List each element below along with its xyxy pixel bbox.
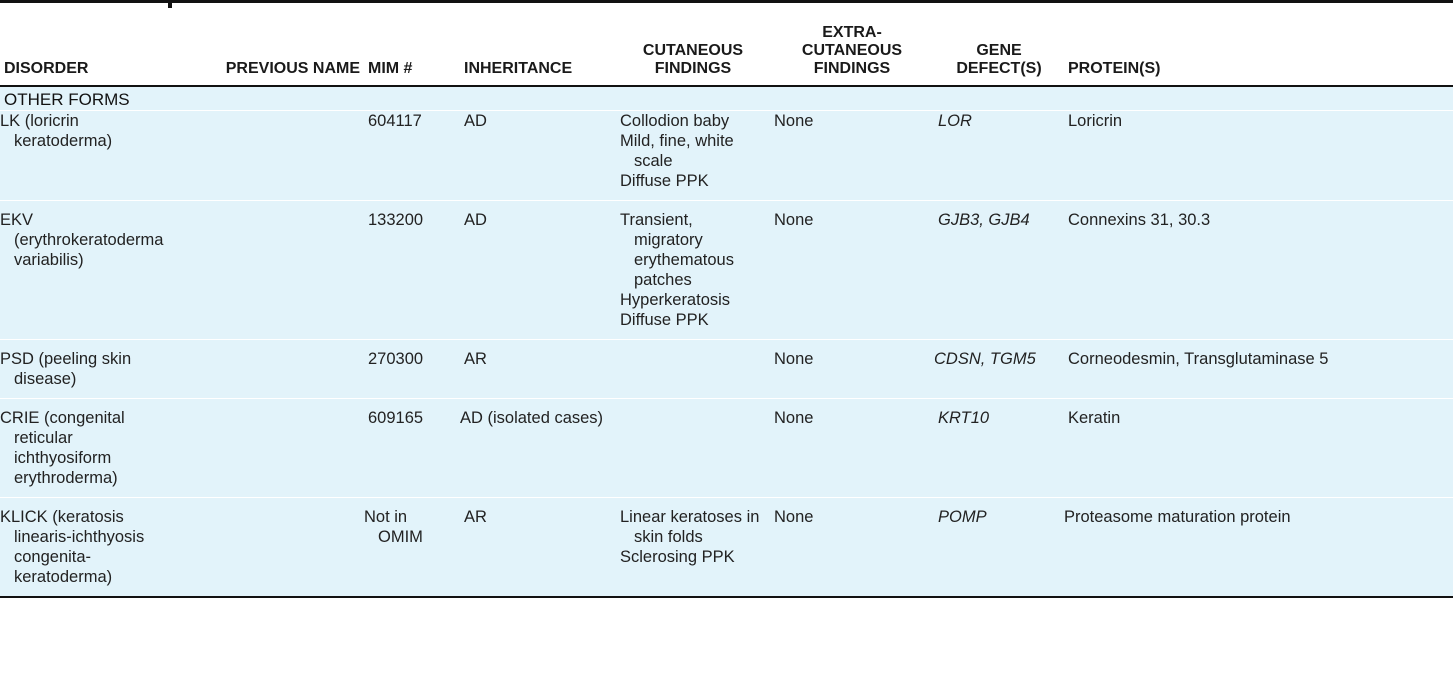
- header-proteins: PROTEIN(S): [1064, 8, 1453, 86]
- group-label: OTHER FORMS: [4, 90, 130, 109]
- cell-extra-cutaneous: None: [774, 211, 814, 229]
- cell-extra-cutaneous: None: [774, 409, 814, 427]
- cell-disorder: EKV (erythrokeratoderma variabilis): [0, 211, 164, 269]
- header-row: DISORDER PREVIOUS NAME MIM # INHERITANCE…: [0, 8, 1453, 86]
- cell-inheritance: AR: [464, 508, 487, 526]
- cell-gene: CDSN, TGM5: [934, 350, 1036, 368]
- cell-inheritance: AD: [464, 112, 487, 130]
- top-rule-right: [172, 0, 1453, 3]
- header-cutaneous-findings: CUTANEOUS FINDINGS: [616, 8, 770, 86]
- cell-extra-cutaneous: None: [774, 350, 814, 368]
- group-row: OTHER FORMS: [0, 86, 1453, 111]
- cell-cutaneous: Collodion baby Mild, fine, white scale D…: [616, 111, 770, 201]
- header-mim: MIM #: [364, 8, 460, 86]
- header-disorder: DISORDER: [0, 8, 170, 86]
- cell-gene: LOR: [938, 112, 972, 130]
- cell-previous-name: [170, 340, 364, 399]
- cell-extra-cutaneous: None: [774, 508, 814, 526]
- table-row: KLICK (keratosis linearis-ichthyosis con…: [0, 497, 1453, 598]
- cell-previous-name: [170, 399, 364, 498]
- cell-mim: 133200: [368, 211, 424, 229]
- cell-previous-name: [170, 498, 364, 598]
- cell-mim: 270300: [368, 350, 424, 368]
- cell-cutaneous: [616, 399, 770, 498]
- cutaneous-finding: Hyperkeratosis: [620, 291, 731, 309]
- cell-protein: Connexins 31, 30.3: [1068, 211, 1211, 229]
- cell-inheritance: AR: [464, 350, 487, 368]
- cell-extra-cutaneous: None: [774, 112, 814, 130]
- cell-gene: POMP: [938, 508, 987, 526]
- header-gene-defects: GENE DEFECT(S): [934, 8, 1064, 86]
- cutaneous-finding: Collodion baby: [620, 112, 730, 130]
- cutaneous-finding: Diffuse PPK: [620, 172, 709, 190]
- cutaneous-finding: Diffuse PPK: [620, 311, 709, 329]
- table-row: LK (loricrin keratoderma) 604117 AD Coll…: [0, 110, 1453, 201]
- table-row: CRIE (congenital reticular ichthyosiform…: [0, 398, 1453, 498]
- cell-protein: Proteasome maturation protein: [1064, 508, 1291, 526]
- cutaneous-finding: Sclerosing PPK: [620, 548, 735, 566]
- cell-disorder: PSD (peeling skin disease): [0, 350, 132, 388]
- cell-cutaneous: [616, 340, 770, 399]
- cell-previous-name: [170, 111, 364, 201]
- cell-protein: Corneodesmin, Transglutaminase 5: [1068, 350, 1329, 368]
- cell-cutaneous: Transient, migratory erythematous patche…: [616, 201, 770, 340]
- cutaneous-finding: Transient, migratory erythematous patche…: [620, 211, 734, 289]
- table-row: PSD (peeling skin disease) 270300 AR Non…: [0, 339, 1453, 399]
- top-rule: [0, 0, 1453, 8]
- cell-gene: KRT10: [938, 409, 990, 427]
- header-inheritance: INHERITANCE: [460, 8, 616, 86]
- table-row: EKV (erythrokeratoderma variabilis) 1332…: [0, 200, 1453, 340]
- cell-protein: Loricrin: [1068, 112, 1123, 130]
- top-rule-tick: [168, 0, 172, 8]
- header-extra-cutaneous-findings: EXTRA-CUTANEOUS FINDINGS: [770, 8, 934, 86]
- cutaneous-finding: Mild, fine, white scale: [620, 132, 734, 170]
- cutaneous-finding: Linear keratoses in skin folds: [620, 508, 760, 546]
- cell-inheritance: AD: [464, 211, 487, 229]
- top-rule-left: [0, 0, 168, 3]
- cell-disorder: LK (loricrin keratoderma): [0, 112, 113, 150]
- cell-inheritance: AD (isolated cases): [460, 409, 604, 427]
- cell-gene: GJB3, GJB4: [938, 211, 1030, 229]
- cell-disorder: KLICK (keratosis linearis-ichthyosis con…: [0, 508, 145, 586]
- cell-mim: 609165: [368, 409, 424, 427]
- cell-previous-name: [170, 201, 364, 340]
- header-previous-name: PREVIOUS NAME: [170, 8, 364, 86]
- cell-disorder: CRIE (congenital reticular ichthyosiform…: [0, 409, 125, 487]
- cell-mim: 604117: [368, 112, 422, 130]
- cell-cutaneous: Linear keratoses in skin folds Sclerosin…: [616, 498, 770, 598]
- cell-mim: Not in OMIM: [364, 508, 423, 546]
- cell-protein: Keratin: [1068, 409, 1121, 427]
- disorder-table: DISORDER PREVIOUS NAME MIM # INHERITANCE…: [0, 8, 1453, 598]
